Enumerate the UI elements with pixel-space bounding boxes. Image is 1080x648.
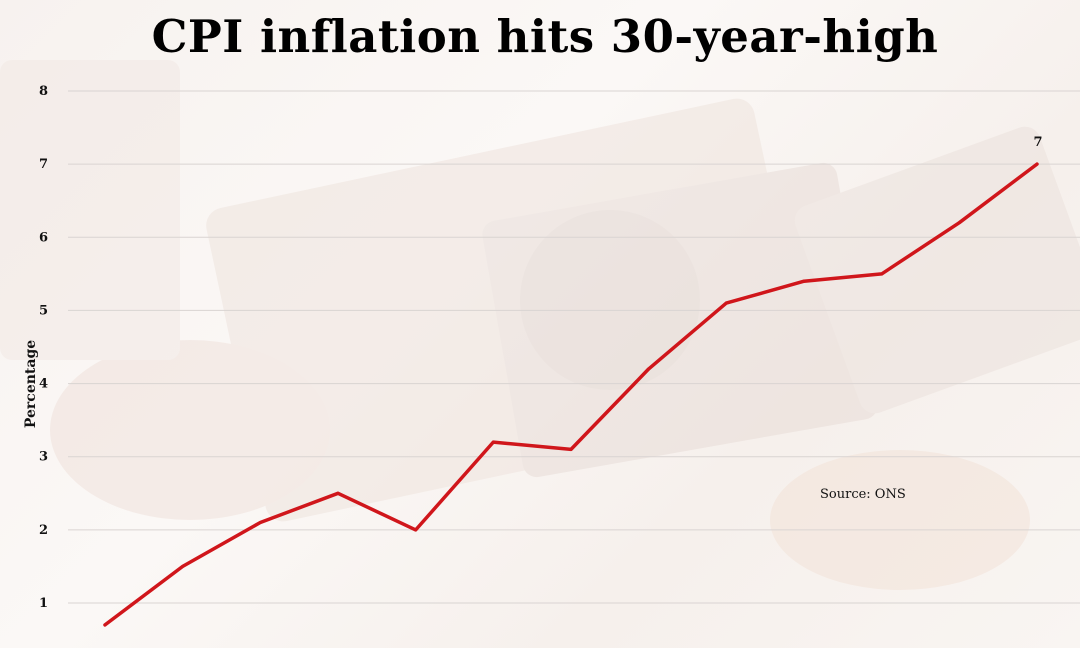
y-tick-label: 3 [39, 450, 48, 465]
data-point-5 [491, 440, 495, 444]
source-note: Source: ONS [820, 487, 906, 502]
y-tick-label: 5 [39, 303, 48, 318]
data-point-1 [181, 564, 185, 568]
data-point-10 [880, 272, 884, 276]
series-line [103, 162, 1039, 627]
y-tick-label: 4 [39, 377, 48, 392]
data-point-4 [414, 528, 418, 532]
data-point-12 [1035, 162, 1039, 166]
data-point-7 [647, 367, 651, 371]
data-point-8 [724, 301, 728, 305]
y-axis-label: Percentage [23, 340, 39, 428]
y-tick-label: 2 [39, 523, 48, 538]
y-tick-label: 7 [39, 157, 48, 172]
gridlines [68, 90, 1080, 604]
data-point-0 [103, 623, 107, 627]
data-point-6 [569, 447, 573, 451]
y-tick-label: 6 [39, 230, 48, 245]
y-tick-label: 1 [39, 596, 48, 611]
chart-title: CPI inflation hits 30-year-high [151, 10, 939, 63]
end-value-label: 7 [1033, 135, 1042, 150]
data-point-3 [336, 491, 340, 495]
data-point-11 [957, 221, 961, 225]
series-layer: 7 [103, 135, 1043, 627]
data-point-9 [802, 279, 806, 283]
data-point-2 [258, 521, 262, 525]
y-tick-label: 8 [39, 84, 48, 99]
y-axis-ticks: 1 2 3 4 5 6 7 8 [39, 84, 48, 611]
